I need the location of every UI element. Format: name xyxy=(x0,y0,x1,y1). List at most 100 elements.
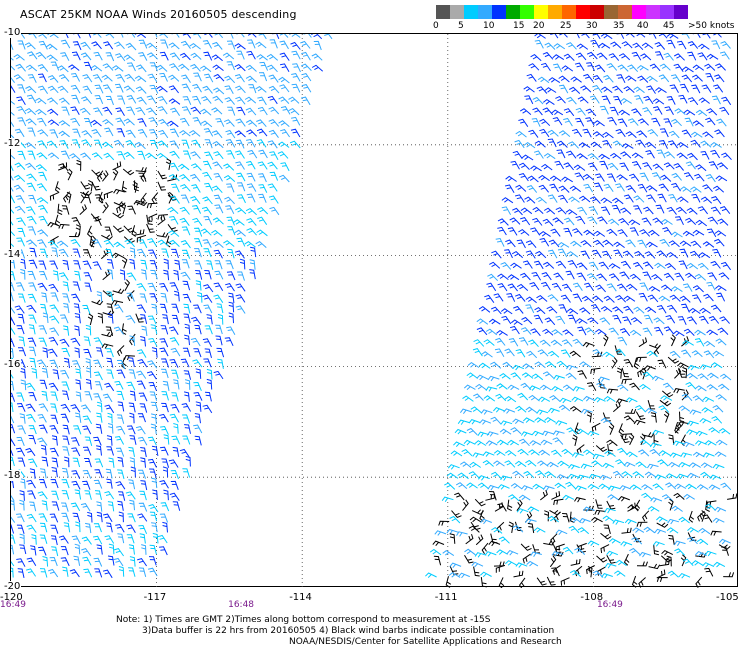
wind-barb xyxy=(575,215,586,225)
wind-barb xyxy=(215,324,223,335)
wind-barb xyxy=(90,119,102,127)
wind-barb xyxy=(594,509,606,516)
wind-barb xyxy=(94,84,104,94)
wind-barb xyxy=(566,96,577,105)
wind-barb xyxy=(126,95,137,104)
wind-barb xyxy=(227,106,236,116)
wind-barb xyxy=(520,431,533,437)
wind-barb xyxy=(70,337,81,347)
wind-barb xyxy=(606,63,618,71)
wind-barb xyxy=(258,34,267,40)
wind-barb xyxy=(234,250,245,259)
wind-barb xyxy=(292,63,301,73)
wind-barb xyxy=(159,347,169,357)
wind-barb xyxy=(713,561,726,568)
wind-barb xyxy=(542,98,555,106)
wind-barb xyxy=(147,238,157,247)
wind-barb xyxy=(518,337,529,346)
wind-barb xyxy=(703,340,716,348)
wind-barb xyxy=(138,502,148,512)
wind-barb xyxy=(604,563,617,569)
wind-barb xyxy=(37,117,47,127)
wind-barb xyxy=(180,240,191,249)
wind-barb xyxy=(13,53,25,61)
wind-barb xyxy=(50,61,60,71)
wind-barb xyxy=(501,206,512,215)
wind-barb xyxy=(244,96,257,104)
wind-barb xyxy=(604,507,616,514)
wind-barb xyxy=(506,293,516,302)
wind-barb xyxy=(222,52,235,60)
wind-barb xyxy=(473,339,485,347)
wind-barb xyxy=(549,394,561,402)
wind-barb xyxy=(538,184,549,193)
wind-barb xyxy=(674,108,686,115)
wind-barb xyxy=(291,73,301,82)
wind-barb xyxy=(640,433,646,446)
wind-barb xyxy=(585,117,595,126)
wind-barb xyxy=(708,315,720,324)
wind-barb xyxy=(258,193,267,203)
wind-barb xyxy=(684,117,694,127)
wind-barb xyxy=(279,34,289,38)
wind-barb xyxy=(700,140,712,148)
wind-barb xyxy=(673,53,685,61)
wind-barb xyxy=(135,426,146,435)
wind-barb xyxy=(463,384,476,390)
note-line-2: 3)Data buffer is 22 hrs from 20160505 4)… xyxy=(142,626,555,636)
wind-barb xyxy=(40,444,47,456)
wind-barb xyxy=(138,239,148,249)
wind-barb xyxy=(69,153,81,161)
wind-barb xyxy=(36,152,48,160)
wind-barb xyxy=(159,546,168,556)
wind-barb xyxy=(715,63,726,71)
wind-barb xyxy=(657,359,667,369)
wind-barb xyxy=(151,445,159,456)
wind-barb xyxy=(641,217,652,226)
wind-barb xyxy=(37,129,49,137)
wind-barb xyxy=(570,76,582,83)
wind-barb xyxy=(156,85,168,93)
wind-barb xyxy=(626,451,638,458)
wind-barb xyxy=(130,466,136,478)
wind-barb xyxy=(549,555,557,568)
wind-barb xyxy=(603,295,615,303)
wind-barb xyxy=(633,86,645,94)
wind-barb xyxy=(510,427,522,435)
wind-barb xyxy=(102,202,109,214)
wind-barb xyxy=(552,117,563,126)
wind-barb xyxy=(212,64,224,71)
wind-barb xyxy=(149,544,157,555)
wind-barb xyxy=(501,197,514,204)
colorbar-label: 35 xyxy=(613,21,625,31)
wind-barb xyxy=(434,530,447,536)
wind-barb xyxy=(169,162,179,172)
wind-barb xyxy=(118,491,126,501)
wind-barb xyxy=(11,231,16,237)
wind-barb xyxy=(62,281,70,292)
wind-barb xyxy=(633,261,644,270)
wind-barb xyxy=(617,336,628,346)
wind-barb xyxy=(628,219,641,226)
wind-barb xyxy=(528,339,539,348)
wind-barb xyxy=(720,261,732,271)
wind-barb xyxy=(121,180,128,193)
wind-barb xyxy=(159,34,169,39)
wind-barb xyxy=(136,349,147,358)
wind-barb xyxy=(193,72,202,82)
wind-barb xyxy=(163,258,169,270)
wind-barb xyxy=(93,371,103,381)
wind-barb xyxy=(592,349,604,357)
wind-barb xyxy=(661,284,673,292)
wind-barb xyxy=(300,96,311,106)
wind-barb xyxy=(572,386,585,392)
wind-barb xyxy=(592,295,604,303)
wind-barb xyxy=(156,232,169,238)
wind-barb xyxy=(651,172,662,181)
wind-barb xyxy=(30,545,37,556)
swath-time-label: 16:49 xyxy=(596,600,623,610)
wind-barb xyxy=(191,184,201,193)
wind-barb xyxy=(73,425,82,435)
wind-barb xyxy=(643,95,654,105)
wind-barb xyxy=(475,383,487,391)
